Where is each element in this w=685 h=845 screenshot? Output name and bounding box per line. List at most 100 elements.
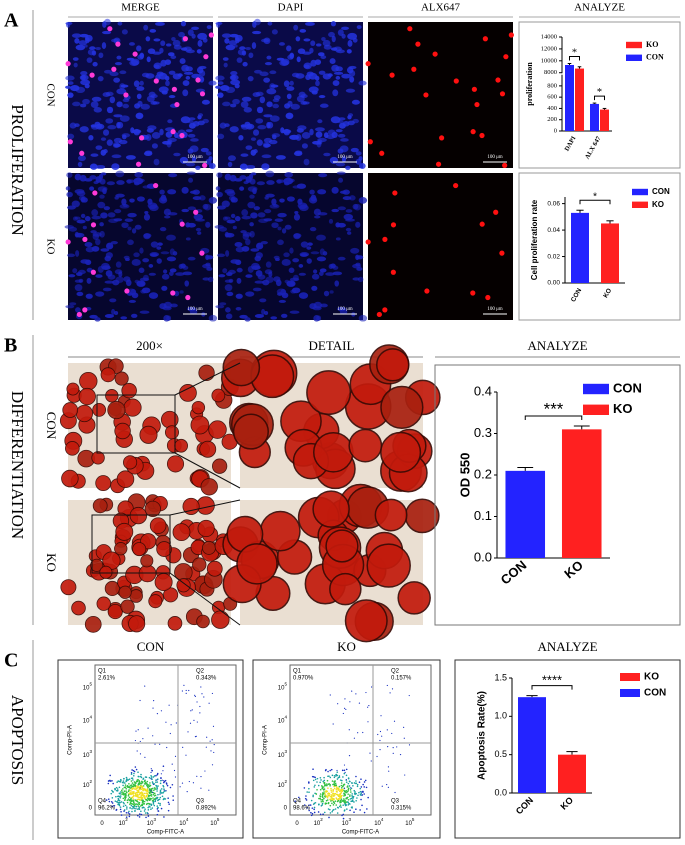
nucleus <box>139 247 144 254</box>
nucleus <box>124 218 134 222</box>
event-dot <box>212 725 215 727</box>
nucleus <box>240 124 247 128</box>
event-dot <box>351 782 353 784</box>
positive-nucleus <box>82 307 88 313</box>
nucleus <box>355 151 362 156</box>
nucleus <box>226 272 233 277</box>
event-dot <box>336 778 339 780</box>
legend-label: KO <box>652 200 664 209</box>
quadrant-percent: 0.157% <box>391 676 412 682</box>
event-dot <box>133 770 136 773</box>
event-dot <box>344 771 346 774</box>
event-dot <box>129 787 132 789</box>
lipid-droplet <box>96 596 111 611</box>
lipid-droplet <box>397 581 431 615</box>
axis-tick-label: 105 <box>405 817 415 826</box>
positive-nucleus <box>392 190 398 196</box>
nucleus <box>208 314 218 322</box>
tick-base: 0 <box>89 805 93 811</box>
event-dot <box>163 789 165 791</box>
event-dot <box>319 795 322 798</box>
quadrant-percent: 0.315% <box>391 806 412 812</box>
positive-nucleus <box>502 162 508 168</box>
lipid-droplet <box>128 615 146 633</box>
event-dot <box>185 689 187 692</box>
event-dot <box>125 790 127 792</box>
event-dot <box>136 786 139 789</box>
lipid-droplet <box>198 364 215 381</box>
nucleus <box>79 126 89 133</box>
event-dot <box>336 812 339 814</box>
nucleus <box>166 234 176 241</box>
event-dot <box>149 788 151 791</box>
event-dot <box>143 800 146 803</box>
event-dot <box>343 801 346 803</box>
event-dot <box>128 813 131 815</box>
nucleus <box>218 274 226 278</box>
event-dot <box>107 798 110 800</box>
event-dot <box>136 780 139 783</box>
event-dot <box>122 797 125 800</box>
nucleus <box>284 224 292 230</box>
nucleus <box>284 172 294 178</box>
event-dot <box>148 803 151 805</box>
event-dot <box>147 815 150 817</box>
event-dot <box>125 816 128 818</box>
nucleus <box>133 80 140 88</box>
nucleus <box>119 115 130 122</box>
nucleus <box>161 273 170 280</box>
nucleus <box>239 163 248 170</box>
event-dot <box>346 801 349 803</box>
panel-letter: B <box>4 335 17 357</box>
event-dot <box>329 798 331 801</box>
event-dot <box>171 763 173 765</box>
positive-nucleus <box>432 51 438 57</box>
nucleus <box>257 274 266 280</box>
nucleus <box>148 292 159 299</box>
tick-power: 5 <box>89 682 92 687</box>
nucleus <box>337 256 346 261</box>
nucleus <box>331 35 336 43</box>
nucleus <box>191 73 201 79</box>
quadrant-name: Q2 <box>391 669 400 675</box>
nucleus <box>310 40 316 47</box>
event-dot <box>334 808 337 810</box>
nucleus <box>313 269 318 274</box>
event-dot <box>152 793 155 796</box>
nucleus <box>103 206 110 211</box>
event-dot <box>341 800 344 802</box>
scale-bar-label: 100 μm <box>187 307 202 312</box>
event-dot <box>324 784 327 786</box>
event-dot <box>321 802 324 805</box>
event-dot <box>133 804 136 807</box>
event-dot <box>353 801 355 803</box>
event-dot <box>321 800 324 802</box>
event-dot <box>360 798 362 801</box>
event-dot <box>363 781 366 783</box>
nucleus <box>175 272 185 276</box>
nucleus <box>148 264 154 268</box>
event-dot <box>135 805 138 808</box>
event-dot <box>141 794 143 796</box>
nucleus <box>345 209 353 213</box>
tick-base: 10 <box>278 718 285 724</box>
event-dot <box>379 730 382 733</box>
nucleus <box>85 293 93 299</box>
event-dot <box>313 786 316 788</box>
event-dot <box>359 790 362 793</box>
event-dot <box>306 791 308 793</box>
nucleus <box>346 66 354 74</box>
legend-label: KO <box>646 40 658 49</box>
event-dot <box>308 809 310 812</box>
event-dot <box>139 740 141 743</box>
event-dot <box>156 790 158 792</box>
nucleus <box>191 26 200 30</box>
event-dot <box>160 779 162 782</box>
event-dot <box>316 788 318 791</box>
event-dot <box>112 791 114 793</box>
nucleus <box>293 274 299 281</box>
event-dot <box>115 809 118 811</box>
nucleus <box>114 310 119 315</box>
event-dot <box>340 788 343 791</box>
event-dot <box>344 794 346 797</box>
